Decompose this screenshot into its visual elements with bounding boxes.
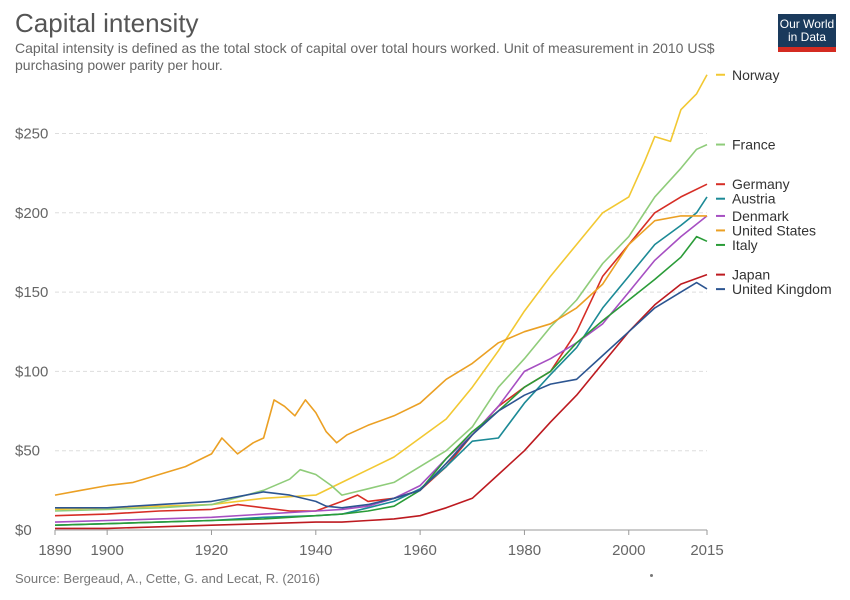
owid-logo[interactable]: Our World in Data <box>778 14 836 52</box>
x-tick-label: 2000 <box>612 542 645 559</box>
y-tick-label: $150 <box>15 284 48 301</box>
series-line-italy[interactable] <box>54 235 708 526</box>
y-tick-label: $100 <box>15 363 48 380</box>
legend-label-denmark[interactable]: Denmark <box>732 208 790 224</box>
legend: NorwayFranceGermanyAustriaDenmarkUnited … <box>716 67 832 297</box>
chart-title: Capital intensity <box>15 8 199 38</box>
chart-subtitle: Capital intensity is defined as the tota… <box>15 40 715 73</box>
y-axis: $0 $50 $100 $150 $200 $250 <box>15 125 48 539</box>
x-tick-label: 2015 <box>690 542 723 559</box>
series-line-united-kingdom[interactable] <box>55 281 708 509</box>
legend-label-japan[interactable]: Japan <box>732 267 770 283</box>
source-note: Source: Bergeaud, A., Cette, G. and Leca… <box>15 571 320 586</box>
legend-label-united-kingdom[interactable]: United Kingdom <box>732 281 832 297</box>
y-tick-label: $250 <box>15 125 48 142</box>
series-lines <box>54 74 708 530</box>
x-tick-label: 1890 <box>38 542 71 559</box>
series-line-japan[interactable] <box>55 273 708 530</box>
separator-dot <box>650 574 653 577</box>
x-tick-label: 1900 <box>90 542 123 559</box>
series-line-united-states[interactable] <box>54 215 707 496</box>
legend-label-germany[interactable]: Germany <box>732 176 790 192</box>
logo-line-2: in Data <box>787 29 827 44</box>
x-tick-label: 1980 <box>508 542 541 559</box>
legend-label-austria[interactable]: Austria <box>732 191 776 207</box>
logo-line-1: Our World <box>779 17 835 31</box>
legend-label-united-states[interactable]: United States <box>732 222 816 238</box>
gridlines <box>55 132 707 531</box>
y-tick-label: $200 <box>15 205 48 222</box>
x-tick-label: 1920 <box>195 542 228 559</box>
series-line-norway[interactable] <box>54 74 708 511</box>
legend-label-france[interactable]: France <box>732 137 776 153</box>
y-tick-label: $50 <box>15 443 40 460</box>
legend-label-italy[interactable]: Italy <box>732 237 758 253</box>
x-tick-label: 1960 <box>403 542 436 559</box>
x-axis: 1890 1900 1920 1940 1960 1980 2000 2015 <box>38 530 724 559</box>
series-line-france[interactable] <box>54 143 708 512</box>
y-tick-label: $0 <box>15 522 32 539</box>
legend-label-norway[interactable]: Norway <box>732 67 779 83</box>
x-tick-label: 1940 <box>299 542 332 559</box>
